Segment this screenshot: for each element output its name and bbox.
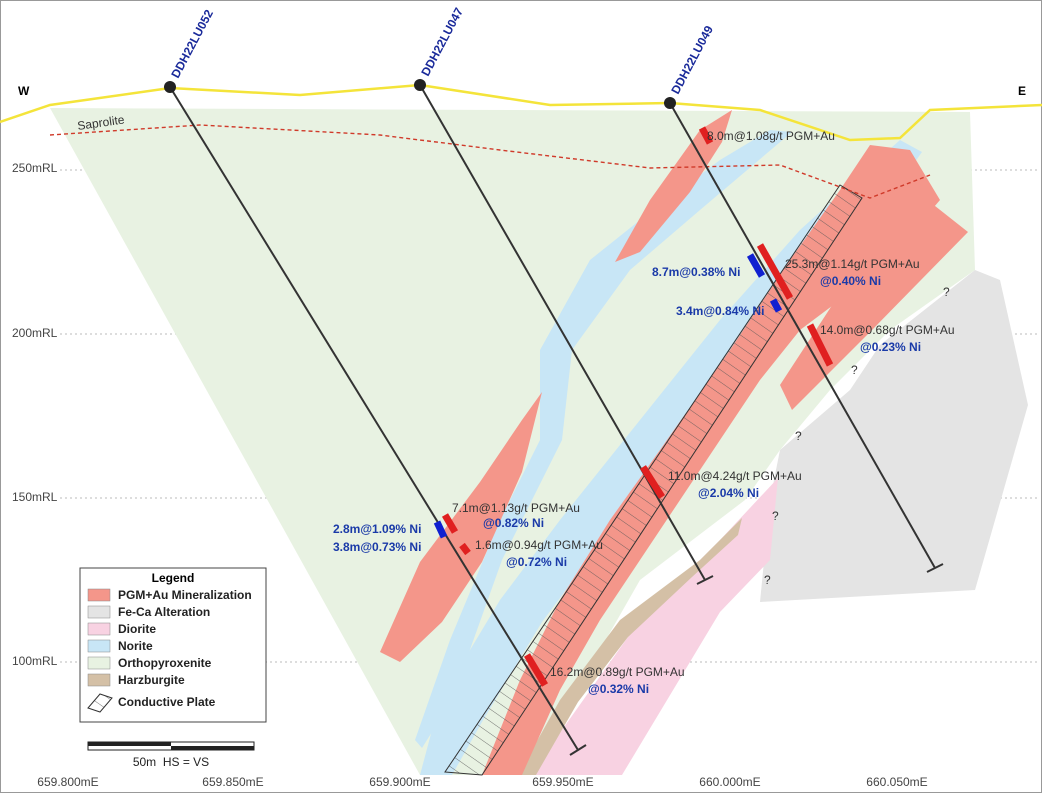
- intercept-label: @0.82% Ni: [483, 516, 544, 530]
- easting-label: 659.850mE: [202, 775, 263, 789]
- easting-label: 659.800mE: [37, 775, 98, 789]
- intercept-label: 14.0m@0.68g/t PGM+Au: [820, 323, 955, 337]
- legend-swatch: [87, 673, 111, 687]
- surface: [0, 83, 1042, 142]
- easting-label: 659.900mE: [369, 775, 430, 789]
- intercept-label: 3.8m@0.73% Ni: [333, 540, 421, 554]
- uncertain-mark: ?: [772, 509, 779, 523]
- legend-label: PGM+Au Mineralization: [118, 588, 252, 602]
- legend-label: Harzburgite: [118, 673, 185, 687]
- uncertain-mark: ?: [764, 573, 771, 587]
- legend-swatch: [87, 622, 111, 636]
- elevation-label: 250mRL: [12, 161, 58, 175]
- mineralization: [482, 145, 940, 775]
- harzburgite: [518, 518, 742, 775]
- easting-label: 660.050mE: [866, 775, 927, 789]
- fe-ca-alteration: [760, 270, 1028, 602]
- legend-swatch: [87, 588, 111, 602]
- intercept-label: 7.1m@1.13g/t PGM+Au: [452, 501, 580, 515]
- collars: [164, 79, 676, 109]
- intercept-label: 3.4m@0.84% Ni: [676, 304, 764, 318]
- intercept-label: 16.2m@0.89g/t PGM+Au: [550, 665, 685, 679]
- intercept-label: @0.72% Ni: [506, 555, 567, 569]
- uncertain-mark: ?: [943, 285, 950, 299]
- legend-label: Orthopyroxenite: [118, 656, 212, 670]
- legend-label: Norite: [118, 639, 153, 653]
- intercept-label: 25.3m@1.14g/t PGM+Au: [785, 257, 920, 271]
- legend-title: Legend: [152, 571, 195, 585]
- direction-label: W: [18, 84, 30, 98]
- intercept-label: 11.0m@4.24g/t PGM+Au: [668, 469, 802, 483]
- intercept-label: 1.6m@0.94g/t PGM+Au: [475, 538, 603, 552]
- legend-label: Diorite: [118, 622, 156, 636]
- direction-label: E: [1018, 84, 1026, 98]
- mineralization: [615, 110, 732, 262]
- intercept-label: 8.7m@0.38% Ni: [652, 265, 740, 279]
- elevation-label: 100mRL: [12, 654, 58, 668]
- easting-label: 659.950mE: [532, 775, 593, 789]
- scale-bar: [87, 741, 255, 751]
- intercept-marks: [433, 126, 834, 687]
- legend-label: Conductive Plate: [118, 695, 216, 709]
- legend-box: [79, 567, 267, 723]
- intercept-label: @0.23% Ni: [860, 340, 921, 354]
- intercept-label: 8.0m@1.08g/t PGM+Au: [707, 129, 835, 143]
- uncertain-mark: ?: [851, 363, 858, 377]
- intercept-label: @0.32% Ni: [588, 682, 649, 696]
- intercept-label: 2.8m@1.09% Ni: [333, 522, 421, 536]
- legend-swatch: [87, 605, 111, 619]
- scale-label: 50m HS = VS: [133, 755, 209, 769]
- legend-swatch: [87, 656, 111, 670]
- elevation-label: 150mRL: [12, 490, 58, 504]
- legend-label: Fe-Ca Alteration: [118, 605, 210, 619]
- uncertain-mark: ?: [795, 429, 802, 443]
- legend-swatch: [87, 693, 113, 713]
- mineralization: [380, 392, 542, 662]
- drillholes: [169, 84, 944, 756]
- legend-swatch: [87, 639, 111, 653]
- intercept-label: @0.40% Ni: [820, 274, 881, 288]
- saprolite-label: Saprolite: [76, 112, 125, 133]
- saprolite-boundary: [49, 124, 931, 199]
- elevation-label: 200mRL: [12, 326, 58, 340]
- easting-label: 660.000mE: [699, 775, 760, 789]
- intercept-label: @2.04% Ni: [698, 486, 759, 500]
